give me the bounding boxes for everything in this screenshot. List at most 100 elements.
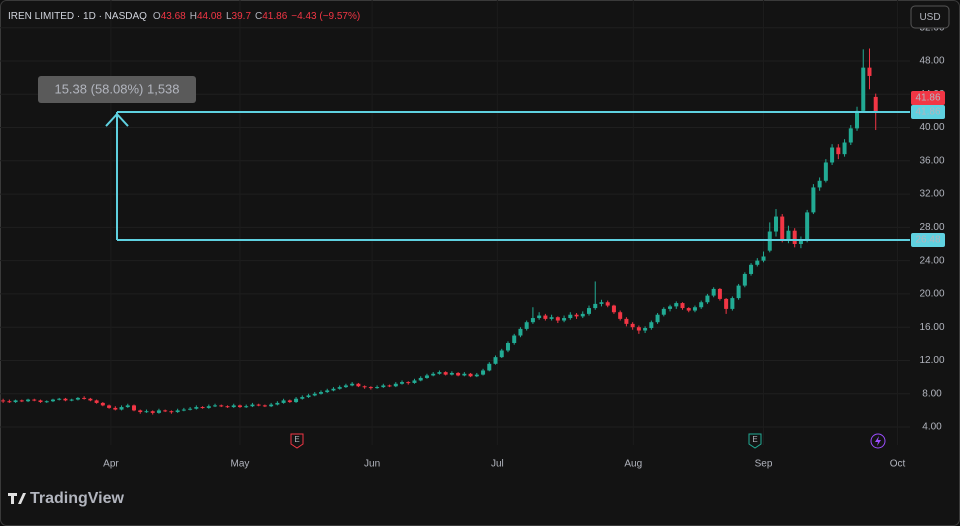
svg-text:E: E	[294, 435, 299, 444]
candle-body	[518, 328, 523, 336]
candle-body	[599, 302, 604, 304]
x-tick-label: May	[231, 459, 250, 470]
y-tick-label: 4.00	[922, 422, 942, 433]
candle-body	[668, 306, 673, 309]
candle-body	[724, 298, 729, 309]
open-key: O	[153, 11, 161, 22]
candle-body	[855, 110, 860, 129]
candle-body	[549, 317, 554, 319]
candle-body	[318, 392, 323, 394]
candle-body	[792, 230, 797, 245]
currency[interactable]: USD	[919, 12, 940, 23]
candle-body	[69, 399, 74, 401]
candle-body	[786, 230, 791, 240]
y-tick-label: 12.00	[919, 355, 944, 366]
candle-body	[1, 400, 6, 402]
earnings-icon[interactable]: E	[290, 433, 304, 449]
candle-body	[443, 372, 448, 375]
candle-body	[225, 406, 230, 408]
candle-body	[481, 370, 486, 375]
candle-body	[574, 314, 579, 317]
candle-body	[169, 411, 174, 413]
y-tick-label: 32.00	[919, 189, 944, 200]
level-tag: 41.86	[915, 107, 940, 118]
candle-body	[618, 312, 623, 319]
candle-body	[848, 128, 853, 143]
x-tick-label: Sep	[755, 459, 773, 470]
candle-body	[655, 314, 660, 323]
header: IREN LIMITED · 1D · NASDAQ O43.68 H44.08 L3…	[8, 11, 360, 22]
candle-body	[742, 273, 747, 286]
candle-body	[805, 212, 810, 241]
candle-body	[636, 327, 641, 331]
candle-body	[449, 372, 454, 375]
earnings-icon[interactable]: E	[748, 433, 762, 449]
candle-body	[237, 405, 242, 408]
candle-body	[206, 406, 211, 408]
candle-body	[605, 302, 610, 306]
measure-label-box	[38, 76, 196, 103]
candle-body	[119, 407, 124, 410]
candle-body	[773, 216, 778, 232]
y-tick-label: 16.00	[919, 322, 944, 333]
candle-body	[418, 377, 423, 381]
candle-body	[38, 400, 43, 403]
candle-body	[138, 410, 143, 413]
x-tick-label: Aug	[624, 459, 642, 470]
candle-body	[7, 401, 12, 403]
candle-body	[811, 187, 816, 213]
candle-body	[200, 407, 205, 409]
candle-body	[188, 408, 193, 410]
close-key: C	[255, 11, 262, 22]
candle-body	[412, 380, 417, 383]
low-key: L	[226, 11, 232, 22]
candle-body	[331, 388, 336, 391]
candle-body	[861, 67, 866, 111]
candle-body	[63, 398, 68, 401]
candle-body	[244, 406, 249, 408]
candle-body	[680, 303, 685, 309]
candle-body	[717, 288, 722, 299]
candle-body	[530, 318, 535, 323]
y-tick-label: 48.00	[919, 56, 944, 67]
candle-body	[711, 288, 716, 296]
candle-body	[132, 405, 137, 411]
candle-body	[100, 402, 105, 406]
candle-body	[587, 308, 592, 314]
candle-body	[568, 314, 573, 319]
measure-label: 15.38 (58.08%) 1,538	[54, 81, 179, 96]
candle-body	[780, 216, 785, 240]
symbol: IREN LIMITED · 1D · NASDAQ	[8, 11, 147, 22]
high-value: 44.08	[197, 11, 222, 22]
candle-body	[462, 373, 467, 376]
level-tag-box	[911, 105, 945, 120]
candle-body	[75, 397, 80, 400]
candle-body	[867, 67, 872, 76]
candle-body	[287, 400, 292, 403]
candle-body	[649, 322, 654, 329]
candle-body	[761, 256, 766, 261]
y-tick-label: 40.00	[919, 122, 944, 133]
candle-body	[562, 318, 567, 321]
candle-body	[393, 383, 398, 387]
candle-body	[300, 397, 305, 399]
candle-body	[275, 402, 280, 405]
currency-button[interactable]	[910, 5, 950, 29]
candle-body	[836, 147, 841, 155]
candles	[1, 48, 878, 415]
candle-body	[306, 395, 311, 398]
candle-body	[381, 385, 386, 388]
candle-body	[823, 162, 828, 181]
candle-body	[350, 383, 355, 386]
candle-body	[643, 328, 648, 331]
candle-body	[156, 410, 161, 413]
event-icon[interactable]	[870, 433, 886, 449]
candle-body	[144, 411, 149, 413]
candle-body	[661, 308, 666, 315]
candle-body	[50, 399, 55, 402]
candle-body	[580, 313, 585, 317]
candle-body	[368, 387, 373, 389]
candle-body	[88, 398, 93, 401]
last-price-tag: 41.86	[915, 93, 940, 104]
